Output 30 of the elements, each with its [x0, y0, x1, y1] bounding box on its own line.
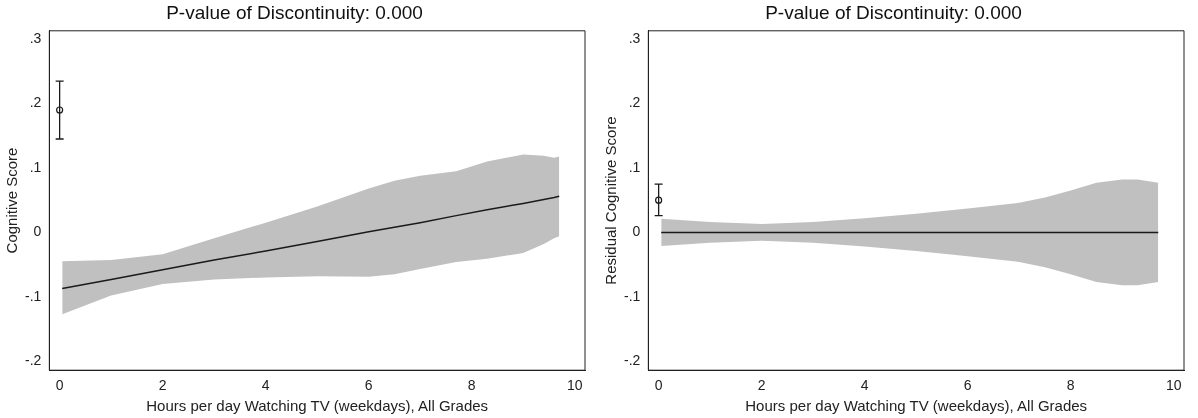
- x-tick-label: 8: [1066, 377, 1075, 394]
- y-tick-label: .2: [29, 94, 42, 111]
- x-tick-label: 0: [55, 377, 64, 394]
- x-tick-label: 2: [158, 377, 167, 394]
- x-tick-label: 2: [757, 377, 766, 394]
- y-tick-label: -.2: [623, 352, 641, 369]
- x-tick-label: 4: [261, 377, 270, 394]
- y-tick-label: -.1: [623, 287, 641, 304]
- y-tick-label: -.2: [24, 352, 42, 369]
- x-tick-label: 0: [654, 377, 663, 394]
- y-axis-title: Residual Cognitive Score: [602, 116, 620, 285]
- x-axis-title: Hours per day Watching TV (weekdays), All Grades: [146, 397, 489, 415]
- y-tick-label: -.1: [24, 287, 42, 304]
- y-tick-label: .2: [628, 94, 641, 111]
- y-tick-label: .3: [628, 30, 641, 47]
- y-tick-label: .3: [29, 30, 42, 47]
- x-tick-label: 6: [963, 377, 972, 394]
- y-tick-label: 0: [33, 223, 42, 240]
- x-tick-label: 6: [364, 377, 373, 394]
- x-tick-label: 10: [566, 377, 583, 394]
- x-axis-title: Hours per day Watching TV (weekdays), All Grades: [745, 397, 1088, 415]
- y-tick-label: .1: [628, 158, 641, 175]
- x-tick-label: 4: [860, 377, 869, 394]
- y-axis-title: Cognitive Score: [3, 147, 21, 254]
- x-tick-label: 10: [1165, 377, 1182, 394]
- y-tick-label: 0: [632, 223, 641, 240]
- x-tick-label: 8: [467, 377, 476, 394]
- chart-title: P-value of Discontinuity: 0.000: [765, 1, 1022, 23]
- y-tick-label: .1: [29, 158, 42, 175]
- chart-title: P-value of Discontinuity: 0.000: [166, 1, 423, 23]
